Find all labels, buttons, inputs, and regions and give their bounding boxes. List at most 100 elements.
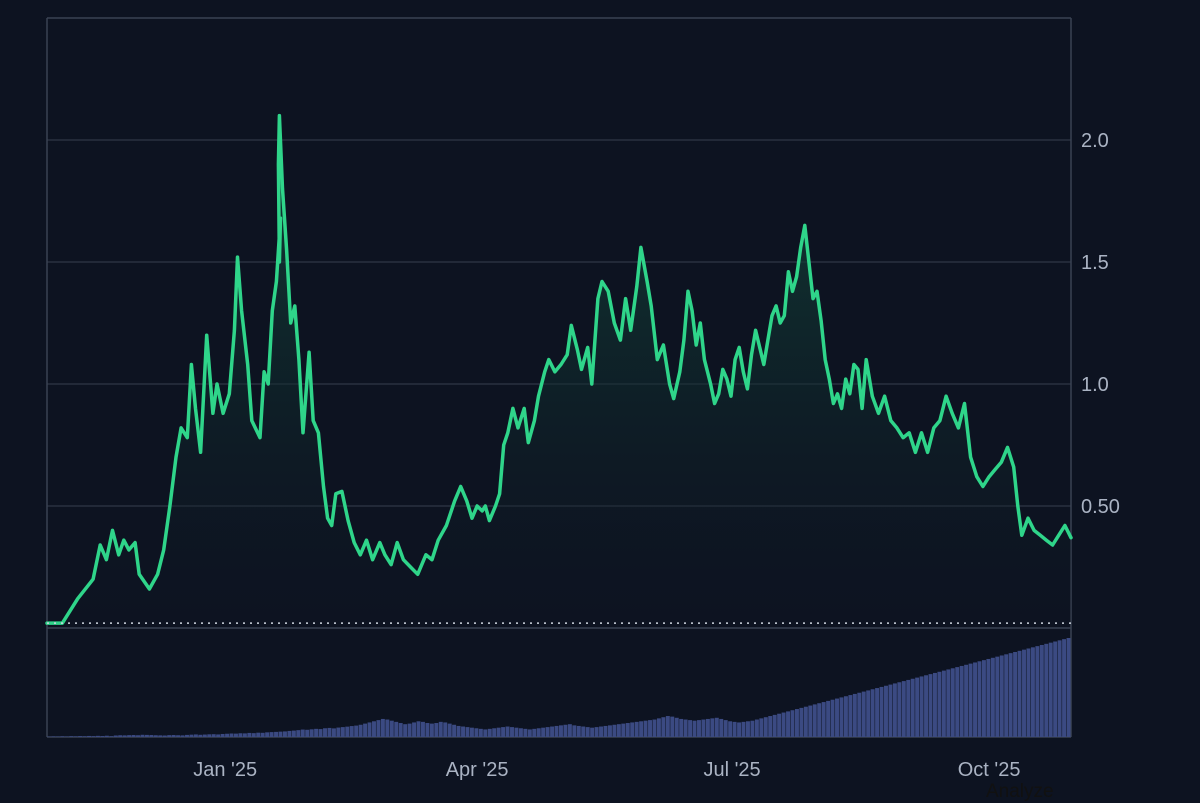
volume-bar [336, 728, 340, 737]
volume-bar [648, 720, 652, 737]
volume-bar [644, 721, 648, 737]
volume-bar [621, 724, 625, 737]
volume-bar [969, 664, 973, 737]
volume-bar [817, 703, 821, 737]
volume-bar [523, 729, 527, 737]
x-tick-label: Apr '25 [446, 759, 509, 781]
volume-bar [332, 728, 336, 737]
volume-bar [430, 724, 434, 737]
volume-bar [514, 728, 518, 737]
volume-bar [804, 707, 808, 737]
volume-bar [1062, 639, 1066, 737]
volume-bar [83, 736, 87, 737]
volume-bar [639, 721, 643, 737]
volume-bar [612, 725, 616, 737]
volume-bar [684, 720, 688, 737]
volume-bar [675, 718, 679, 737]
volume-bar [577, 726, 581, 737]
volume-bar [92, 736, 96, 737]
x-tick-label: Jan '25 [193, 759, 257, 781]
volume-bar [929, 674, 933, 737]
volume-bar [541, 728, 545, 737]
volume-bar [973, 662, 977, 737]
volume-bar [768, 716, 772, 737]
volume-bar [216, 734, 220, 737]
volume-bar [457, 726, 461, 737]
volume-bar [755, 720, 759, 737]
volume-bar [617, 724, 621, 737]
volume-bar [390, 721, 394, 737]
volume-bar [608, 725, 612, 737]
volume-bar [203, 735, 207, 737]
volume-bar [341, 727, 345, 737]
volume-bar [893, 683, 897, 737]
volume-bar [149, 735, 153, 737]
volume-bar [653, 720, 657, 737]
volume-bar [630, 722, 634, 737]
volume-bar [154, 735, 158, 737]
volume-bar [759, 718, 763, 737]
volume-bar [706, 719, 710, 737]
volume-bar [510, 727, 514, 737]
volume-bar [132, 735, 136, 737]
volume-bar [742, 722, 746, 737]
volume-bar [813, 704, 817, 737]
volume-bar [563, 725, 567, 737]
volume-bar [385, 720, 389, 737]
volume-bar [666, 716, 670, 737]
volume-bar [572, 725, 576, 737]
volume-bar [773, 715, 777, 737]
volume-bar [78, 736, 82, 737]
volume-bar [991, 658, 995, 737]
volume-bar [474, 728, 478, 737]
volume-bar [528, 729, 532, 737]
volume-bar [105, 736, 109, 737]
volume-bar [109, 736, 113, 737]
volume-bar [443, 722, 447, 737]
volume-bar [470, 728, 474, 737]
volume-bar [172, 735, 176, 737]
volume-bar [924, 675, 928, 737]
volume-bar [421, 722, 425, 737]
volume-bar [234, 734, 238, 737]
volume-bar [871, 689, 875, 737]
volume-bar [492, 728, 496, 737]
volume-bar [176, 735, 180, 737]
volume-bar [1035, 646, 1039, 737]
volume-bar [1013, 652, 1017, 737]
volume-bar [359, 725, 363, 737]
volume-bar [866, 690, 870, 737]
volume-bar [381, 719, 385, 737]
volume-bar [581, 727, 585, 737]
volume-bar [595, 727, 599, 737]
volume-bar [301, 730, 305, 737]
volume-bar [724, 720, 728, 737]
volume-bar [835, 699, 839, 737]
volume-bar [372, 721, 376, 737]
volume-bar [750, 721, 754, 737]
volume-bar [995, 657, 999, 737]
volume-bar [256, 733, 260, 737]
volume-bar [412, 722, 416, 737]
volume-bar [960, 666, 964, 737]
volume-bar [826, 701, 830, 737]
volume-bar [212, 734, 216, 737]
volume-bar [519, 728, 523, 737]
volume-bar [74, 736, 78, 737]
volume-bar [310, 729, 314, 737]
volume-bar [604, 726, 608, 737]
volume-bar [274, 732, 278, 737]
volume-bar [888, 685, 892, 737]
volume-bar [136, 735, 140, 737]
volume-bar [448, 724, 452, 737]
volume-bar [506, 727, 510, 737]
volume-bar [568, 724, 572, 737]
volume-bar [915, 678, 919, 737]
volume-bar [1004, 654, 1008, 737]
volume-bar [532, 729, 536, 737]
y-tick-label: 1.5 [1081, 252, 1109, 274]
volume-bar [635, 722, 639, 737]
volume-bar [181, 735, 185, 737]
volume-bar [880, 687, 884, 737]
